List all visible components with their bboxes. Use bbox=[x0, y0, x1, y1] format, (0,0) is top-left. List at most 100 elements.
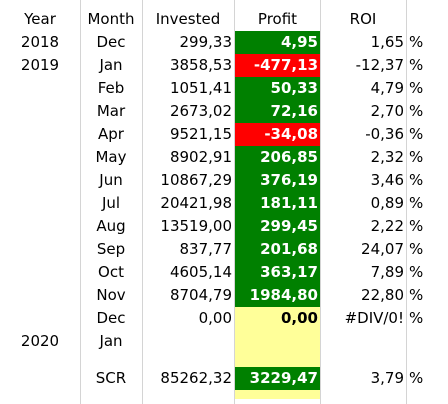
cell-percent-sign[interactable]: % bbox=[409, 217, 424, 235]
cell-invested[interactable]: 2673,02 bbox=[169, 102, 232, 120]
cell-roi[interactable]: 22,80 bbox=[361, 286, 404, 304]
cell-invested[interactable]: 9521,15 bbox=[169, 125, 232, 143]
cell-invested[interactable]: 20421,98 bbox=[160, 194, 232, 212]
cell-month[interactable]: Jun bbox=[99, 171, 123, 189]
cell-profit[interactable]: 181,11 bbox=[235, 192, 320, 215]
cell-percent-sign[interactable]: % bbox=[409, 194, 424, 212]
cell-profit[interactable]: -477,13 bbox=[235, 54, 320, 77]
cell-year[interactable] bbox=[0, 307, 80, 330]
table-row: May 8902,91 206,85 2,32% bbox=[0, 146, 448, 169]
cell-roi[interactable]: 2,70 bbox=[370, 102, 404, 120]
cell-percent-sign[interactable]: % bbox=[409, 125, 424, 143]
cell-year[interactable] bbox=[0, 169, 80, 192]
cell-roi[interactable]: 24,07 bbox=[361, 240, 404, 258]
cell-roi[interactable]: 1,65 bbox=[370, 33, 404, 51]
header-month[interactable]: Month bbox=[87, 10, 135, 28]
cell-percent-sign[interactable]: % bbox=[409, 263, 424, 281]
cell-month[interactable]: Dec bbox=[96, 33, 126, 51]
cell-profit[interactable]: 299,45 bbox=[235, 215, 320, 238]
cell-percent-sign[interactable]: % bbox=[409, 240, 424, 258]
cell-percent-sign[interactable]: % bbox=[409, 102, 424, 120]
cell-invested[interactable]: 299,33 bbox=[179, 33, 233, 51]
column-divider bbox=[406, 0, 407, 404]
cell-month[interactable]: Aug bbox=[96, 217, 126, 235]
cell-month[interactable]: Nov bbox=[96, 286, 126, 304]
cell-invested[interactable]: 3858,53 bbox=[169, 56, 232, 74]
cell-month[interactable]: Apr bbox=[98, 125, 124, 143]
cell-roi[interactable]: 7,89 bbox=[370, 263, 404, 281]
cell-month[interactable]: Sep bbox=[96, 240, 126, 258]
cell-percent-sign[interactable]: % bbox=[409, 79, 424, 97]
cell-profit[interactable]: 0,00 bbox=[235, 307, 320, 330]
cell-profit[interactable]: 50,33 bbox=[235, 77, 320, 100]
cell-year[interactable] bbox=[0, 238, 80, 261]
cell-roi[interactable]: 3,46 bbox=[370, 171, 404, 189]
cell-invested[interactable]: 8704,79 bbox=[169, 286, 232, 304]
header-year[interactable]: Year bbox=[24, 10, 56, 28]
cell-invested[interactable]: 1051,41 bbox=[169, 79, 232, 97]
cell-percent-sign[interactable]: % bbox=[409, 286, 424, 304]
cell-month[interactable]: Feb bbox=[97, 79, 125, 97]
cell-month[interactable]: Oct bbox=[98, 263, 124, 281]
cell-percent-sign[interactable]: % bbox=[409, 309, 424, 327]
cell-roi[interactable]: -12,37 bbox=[355, 56, 404, 74]
cell-percent-sign[interactable]: % bbox=[409, 33, 424, 51]
cell-invested[interactable]: 0,00 bbox=[198, 309, 232, 327]
cell-year[interactable] bbox=[0, 123, 80, 146]
summary-label[interactable]: SCR bbox=[95, 369, 127, 387]
cell-year[interactable] bbox=[0, 192, 80, 215]
cell-roi[interactable]: 2,22 bbox=[370, 217, 404, 235]
cell-profit[interactable]: 201,68 bbox=[235, 238, 320, 261]
cell-roi[interactable]: 2,32 bbox=[370, 148, 404, 166]
header-profit[interactable]: Profit bbox=[257, 10, 298, 28]
cell-invested[interactable]: 10867,29 bbox=[160, 171, 232, 189]
cell-year[interactable]: 2018 bbox=[20, 33, 60, 51]
cell-year[interactable] bbox=[0, 77, 80, 100]
cell-month[interactable]: Dec bbox=[96, 309, 126, 327]
cell-profit[interactable]: 206,85 bbox=[235, 146, 320, 169]
cell-year[interactable] bbox=[0, 100, 80, 123]
cell-profit[interactable]: 72,16 bbox=[235, 100, 320, 123]
cell-invested[interactable] bbox=[142, 330, 234, 353]
cell-year[interactable]: 2019 bbox=[20, 56, 60, 74]
cell-roi[interactable]: 0,89 bbox=[370, 194, 404, 212]
cell-month[interactable]: Jan bbox=[99, 332, 123, 350]
cell-percent-sign[interactable]: % bbox=[409, 148, 424, 166]
cell-roi[interactable]: #DIV/0! bbox=[344, 309, 404, 327]
cell-profit[interactable]: 1984,80 bbox=[235, 284, 320, 307]
cell-invested[interactable]: 8902,91 bbox=[169, 148, 232, 166]
cell-year[interactable] bbox=[0, 261, 80, 284]
cell-year[interactable]: 2020 bbox=[20, 332, 60, 350]
cell-invested[interactable]: 4605,14 bbox=[169, 263, 232, 281]
cell-roi[interactable]: -0,36 bbox=[365, 125, 404, 143]
cell-percent-sign[interactable] bbox=[406, 330, 448, 353]
cell-profit[interactable] bbox=[235, 330, 320, 353]
cell-month[interactable]: Jul bbox=[101, 194, 121, 212]
table-row: Feb 1051,41 50,33 4,79% bbox=[0, 77, 448, 100]
cell-roi[interactable]: 3,79 bbox=[370, 369, 404, 387]
cell-month[interactable] bbox=[80, 367, 142, 390]
cell-roi[interactable]: 4,79 bbox=[370, 79, 404, 97]
cell-invested[interactable]: 837,77 bbox=[179, 240, 233, 258]
table-row: 2019 Jan 3858,53 -477,13 -12,37% bbox=[0, 54, 448, 77]
header-invested[interactable]: Invested bbox=[155, 10, 221, 28]
cell-profit[interactable]: -34,08 bbox=[235, 123, 320, 146]
cell-month[interactable]: May bbox=[95, 148, 127, 166]
cell-invested[interactable]: 85262,32 bbox=[160, 369, 232, 387]
table-row: 2018 Dec 299,33 4,95 1,65% bbox=[0, 31, 448, 54]
cell-profit[interactable]: 3229,47 bbox=[235, 367, 320, 390]
cell-profit[interactable]: 363,17 bbox=[235, 261, 320, 284]
cell-year[interactable] bbox=[0, 146, 80, 169]
cell-invested[interactable]: 13519,00 bbox=[160, 217, 232, 235]
cell-year[interactable] bbox=[0, 215, 80, 238]
cell-percent-sign[interactable]: % bbox=[409, 171, 424, 189]
cell-month[interactable]: Jan bbox=[99, 56, 123, 74]
cell-month[interactable]: Mar bbox=[96, 102, 126, 120]
cell-roi[interactable] bbox=[320, 330, 406, 353]
cell-percent-sign[interactable]: % bbox=[409, 369, 424, 387]
header-roi[interactable]: ROI bbox=[349, 10, 377, 28]
cell-percent-sign[interactable]: % bbox=[409, 56, 424, 74]
cell-profit[interactable]: 4,95 bbox=[235, 31, 320, 54]
cell-year[interactable] bbox=[0, 284, 80, 307]
cell-profit[interactable]: 376,19 bbox=[235, 169, 320, 192]
